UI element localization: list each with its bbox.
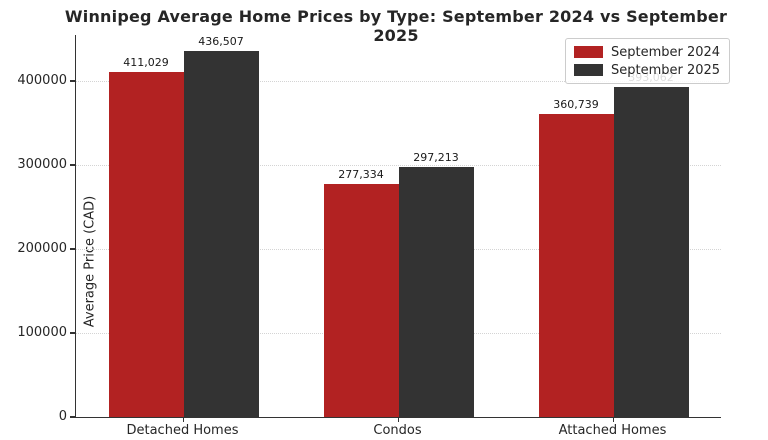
bar-attached-homes-september-2025 (613, 87, 689, 417)
bar-value-label: 277,334 (338, 168, 384, 182)
legend-swatch-icon (574, 46, 603, 58)
y-tick-label: 400000 (17, 73, 67, 89)
chart-title: Winnipeg Average Home Prices by Type: Se… (64, 7, 728, 45)
y-tick-mark (70, 80, 75, 82)
bar-condos-september-2025 (398, 167, 474, 417)
y-tick-mark (70, 332, 75, 334)
bar-value-label: 297,213 (413, 151, 459, 165)
y-tick-mark (70, 164, 75, 166)
y-axis-label: Average Price (CAD) (82, 195, 98, 328)
y-tick-label: 200000 (17, 241, 67, 257)
legend-item-september-2025: September 2025 (574, 62, 720, 78)
x-tick-mark (612, 418, 614, 422)
bar-value-label: 360,739 (553, 98, 599, 112)
bar-value-label: 436,507 (198, 34, 244, 48)
bar-value-label: 411,029 (123, 55, 169, 69)
x-tick-label-condos: Condos (373, 423, 422, 438)
bar-attached-homes-september-2024 (538, 114, 614, 417)
gridline-300000 (76, 165, 721, 167)
legend: September 2024 September 2025 (565, 38, 731, 84)
bar-condos-september-2024 (323, 184, 399, 417)
legend-label: September 2025 (611, 62, 721, 78)
x-tick-label-detached-homes: Detached Homes (126, 423, 239, 438)
x-tick-mark (397, 418, 399, 422)
bar-detached-homes-september-2024 (108, 71, 184, 417)
legend-swatch-icon (574, 64, 603, 76)
y-tick-label: 100000 (17, 325, 67, 341)
y-tick-label: 0 (58, 409, 67, 424)
x-tick-label-attached-homes: Attached Homes (558, 423, 667, 438)
y-tick-mark (70, 248, 75, 250)
plot-area: Average Price (CAD) 411,029 436,507 277,33… (75, 35, 721, 418)
x-tick-mark (182, 418, 184, 422)
y-tick-mark (70, 416, 75, 418)
legend-item-september-2024: September 2024 (574, 44, 720, 60)
bar-detached-homes-september-2025 (183, 50, 259, 417)
y-tick-label: 300000 (17, 157, 67, 173)
gridline-400000 (76, 81, 721, 83)
legend-label: September 2024 (611, 44, 721, 60)
